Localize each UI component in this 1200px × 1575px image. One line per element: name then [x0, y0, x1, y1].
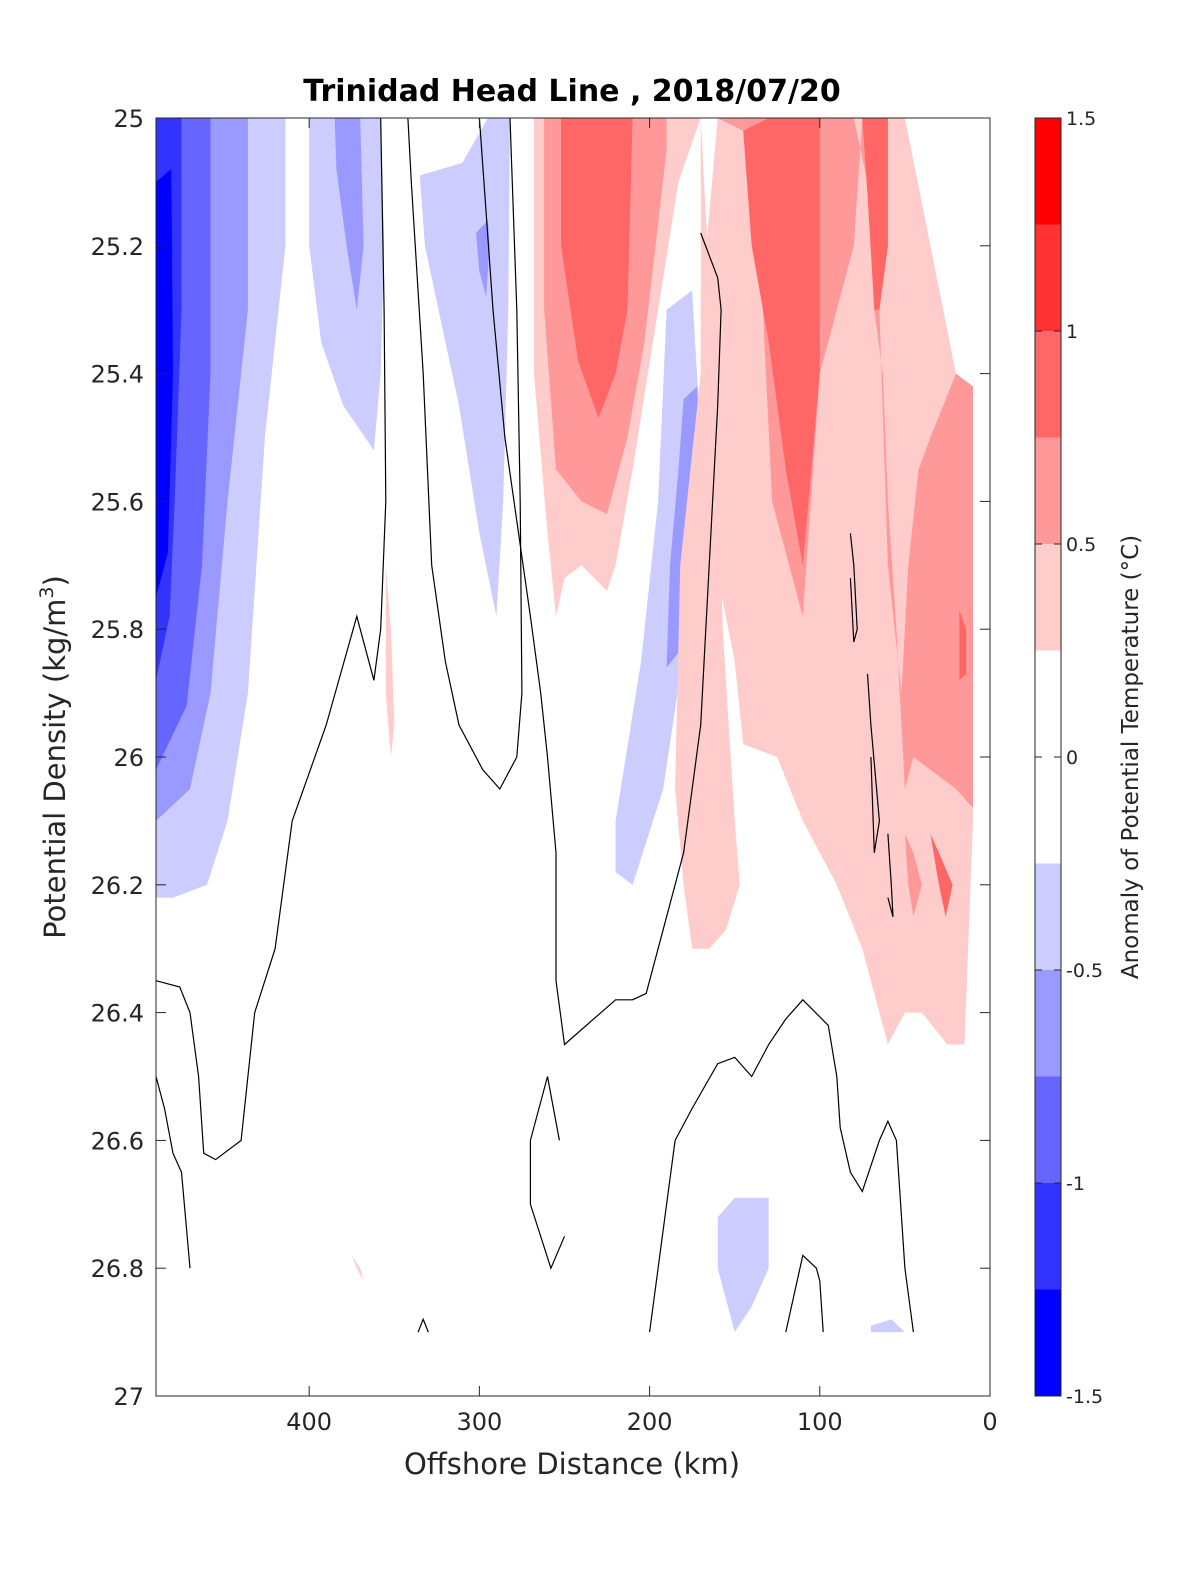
colorbar-swatch — [1035, 1076, 1061, 1183]
colorbar-swatch — [1035, 331, 1061, 438]
contour-region-23 — [959, 610, 967, 681]
contour-region-11 — [717, 1197, 769, 1333]
y-axis-label-suffix: ) — [38, 575, 72, 586]
colorbar-tick-label: 0.5 — [1066, 534, 1096, 556]
colorbar-tick-label: 0 — [1066, 747, 1078, 769]
contour-lines — [155, 117, 914, 1333]
contour-line-0 — [155, 117, 387, 1161]
y-axis-label-superscript: 3 — [36, 586, 58, 598]
y-tick-label: 26.6 — [91, 1127, 144, 1155]
contour-region-8 — [476, 220, 490, 297]
colorbar-swatch — [1035, 118, 1061, 225]
colorbar-swatch — [1035, 544, 1061, 651]
x-tick-label: 200 — [627, 1408, 673, 1436]
contour-line-5 — [649, 998, 914, 1333]
contour-line-3 — [478, 117, 722, 1046]
filled-contour-regions — [156, 118, 973, 1333]
contour-region-9 — [615, 290, 701, 885]
contour-line-6 — [785, 1254, 824, 1333]
colorbar-swatch — [1035, 863, 1061, 970]
y-tick-label: 25.6 — [91, 488, 144, 516]
colorbar-swatch — [1035, 970, 1061, 1077]
contour-region-25 — [351, 1255, 364, 1281]
plot-area: 400 300 200 100 0 25 25.2 25.4 25.6 25.8 26 26.2 26… — [91, 105, 998, 1436]
y-axis-label-group: Potential Density (kg/m3) — [36, 575, 72, 939]
colorbar-swatch — [1035, 1289, 1061, 1396]
colorbar-tick-label: 1 — [1066, 321, 1078, 343]
contour-region-19 — [743, 118, 820, 566]
contour-line-2 — [407, 117, 523, 791]
contour-line-7 — [849, 533, 858, 643]
contour-region-16 — [675, 118, 740, 949]
x-axis-ticks: 400 300 200 100 0 — [286, 118, 998, 1436]
colorbar-ticks: 1.5 1 0.5 0 -0.5 -1 -1.5 — [1035, 108, 1103, 1408]
colorbar-swatch — [1035, 224, 1061, 331]
colorbar-swatch — [1035, 1183, 1061, 1290]
contour-line-10 — [417, 1317, 429, 1333]
contour-region-4 — [156, 169, 173, 598]
contour-region-15 — [561, 118, 633, 419]
y-tick-label: 25.4 — [91, 361, 144, 389]
colorbar-tick-label: -0.5 — [1066, 960, 1103, 982]
colorbar-tick-label: 1.5 — [1066, 108, 1096, 130]
y-axis-ticks: 25 25.2 25.4 25.6 25.8 26 26.2 26.4 26.6 26.8 27 — [91, 105, 990, 1411]
chart-title: Trinidad Head Line , 2018/07/20 — [303, 74, 840, 109]
colorbar-swatch — [1035, 437, 1061, 544]
contour-region-20 — [862, 118, 888, 310]
x-tick-label: 0 — [982, 1408, 997, 1436]
x-axis-label: Offshore Distance (km) — [404, 1447, 740, 1481]
contour-line-1 — [155, 1076, 191, 1269]
y-tick-label: 25 — [113, 105, 144, 133]
colorbar-swatches — [1035, 118, 1061, 1396]
colorbar-tick-label: -1.5 — [1066, 1386, 1103, 1408]
y-tick-label: 26.8 — [91, 1255, 144, 1283]
y-tick-label: 25.2 — [91, 233, 144, 261]
contour-region-6 — [334, 118, 364, 310]
x-tick-label: 100 — [797, 1408, 843, 1436]
contour-region-12 — [870, 1319, 905, 1333]
contour-region-5 — [309, 118, 385, 451]
contour-region-21 — [904, 833, 922, 917]
x-tick-label: 400 — [286, 1408, 332, 1436]
colorbar-label: Anomaly of Potential Temperature (°C) — [1118, 535, 1144, 979]
y-axis-label: Potential Density (kg/m — [38, 599, 72, 939]
y-tick-label: 25.8 — [91, 616, 144, 644]
contour-line-4 — [529, 1076, 566, 1270]
contour-line-8 — [866, 673, 881, 853]
y-tick-label: 27 — [113, 1383, 144, 1411]
y-tick-label: 26 — [113, 744, 144, 772]
colorbar: 1.5 1 0.5 0 -0.5 -1 -1.5 — [1034, 108, 1103, 1408]
y-tick-label: 26.4 — [91, 1000, 144, 1028]
colorbar-tick-label: -1 — [1066, 1173, 1085, 1195]
y-tick-label: 26.2 — [91, 872, 144, 900]
contour-line-9 — [887, 833, 894, 917]
contour-region-24 — [385, 565, 395, 757]
contour-region-22 — [930, 833, 953, 917]
x-tick-label: 300 — [456, 1408, 502, 1436]
